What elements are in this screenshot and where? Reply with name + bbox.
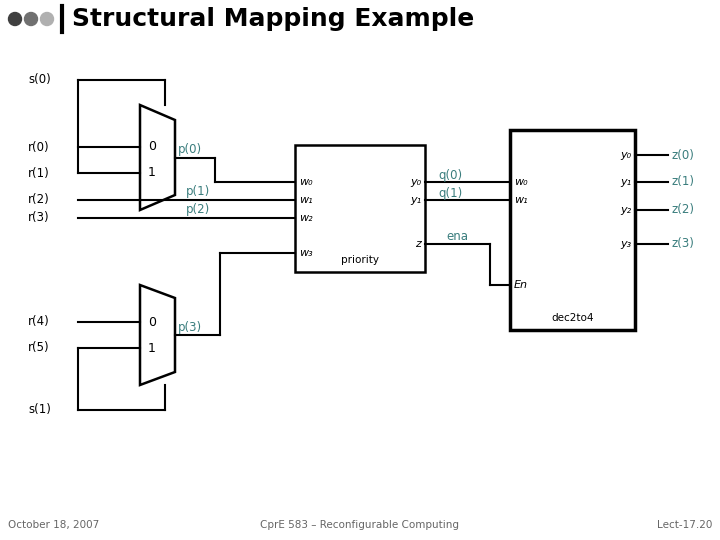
Text: w₁: w₁ [514, 195, 528, 205]
Text: 0: 0 [148, 140, 156, 153]
Text: r(1): r(1) [28, 166, 50, 179]
Text: z(2): z(2) [671, 204, 694, 217]
Text: w₀: w₀ [299, 177, 312, 187]
Circle shape [40, 12, 53, 25]
Text: r(4): r(4) [28, 315, 50, 328]
Text: October 18, 2007: October 18, 2007 [8, 520, 99, 530]
Circle shape [9, 12, 22, 25]
Text: q(0): q(0) [438, 168, 462, 181]
Text: z: z [415, 239, 421, 249]
Text: ena: ena [446, 231, 468, 244]
Text: r(0): r(0) [28, 140, 50, 153]
Text: w₁: w₁ [299, 195, 312, 205]
Text: dec2to4: dec2to4 [552, 313, 594, 323]
Text: z(0): z(0) [671, 148, 694, 161]
Text: CprE 583 – Reconfigurable Computing: CprE 583 – Reconfigurable Computing [261, 520, 459, 530]
Text: z(3): z(3) [671, 238, 694, 251]
Text: w₂: w₂ [299, 213, 312, 223]
Text: q(1): q(1) [438, 186, 462, 199]
Circle shape [24, 12, 37, 25]
Text: r(5): r(5) [28, 341, 50, 354]
Bar [295, 145, 425, 272]
Text: y₃: y₃ [620, 239, 631, 249]
Text: w₃: w₃ [299, 248, 312, 258]
Text: 1: 1 [148, 166, 156, 179]
Text: z(1): z(1) [671, 176, 694, 188]
Text: r(3): r(3) [28, 212, 50, 225]
Text: y₁: y₁ [410, 195, 421, 205]
Text: r(2): r(2) [28, 193, 50, 206]
Text: p(3): p(3) [178, 321, 202, 334]
Bar [510, 130, 635, 330]
Text: y₀: y₀ [620, 150, 631, 160]
Text: s(0): s(0) [28, 73, 50, 86]
Text: p(2): p(2) [186, 202, 210, 215]
Text: p(0): p(0) [178, 143, 202, 156]
Text: p(1): p(1) [186, 185, 210, 198]
Text: y₁: y₁ [620, 177, 631, 187]
Text: En: En [514, 280, 528, 290]
Text: 1: 1 [148, 341, 156, 354]
Text: s(1): s(1) [28, 403, 51, 416]
Text: y₂: y₂ [620, 205, 631, 215]
Text: Structural Mapping Example: Structural Mapping Example [72, 7, 474, 31]
Text: y₀: y₀ [410, 177, 421, 187]
Text: w₀: w₀ [514, 177, 528, 187]
Text: priority: priority [341, 255, 379, 265]
Text: 0: 0 [148, 315, 156, 328]
Text: Lect-17.20: Lect-17.20 [657, 520, 712, 530]
